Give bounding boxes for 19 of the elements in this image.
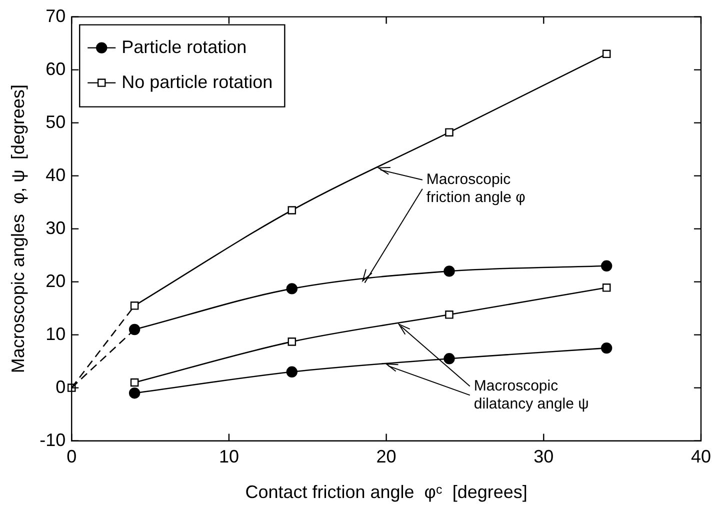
x-tick-label: 20 bbox=[376, 446, 396, 467]
y-tick-label: -10 bbox=[40, 430, 66, 450]
y-tick-label: 10 bbox=[46, 324, 66, 344]
y-tick-label: 60 bbox=[46, 58, 66, 79]
legend-label: No particle rotation bbox=[122, 72, 273, 92]
legend-label: Particle rotation bbox=[122, 36, 247, 57]
y-tick-label: 50 bbox=[46, 112, 66, 132]
annotation: Macroscopic friction angle φ bbox=[426, 170, 526, 206]
y-tick-label: 40 bbox=[46, 164, 66, 185]
x-axis-title: Contact friction angle φᶜ [degrees] bbox=[245, 482, 528, 502]
x-tick-label: 10 bbox=[218, 446, 239, 467]
x-tick-label: 40 bbox=[690, 446, 712, 467]
y-tick-label: 70 bbox=[46, 6, 66, 26]
y-tick-label: 20 bbox=[46, 270, 66, 291]
y-axis-title: Macroscopic angles φ, ψ [degrees] bbox=[8, 84, 28, 374]
x-tick-label: 30 bbox=[534, 446, 554, 467]
y-tick-label: 30 bbox=[46, 218, 66, 238]
annotation: Macroscopic dilatancy angle ψ bbox=[474, 377, 589, 412]
y-tick-label: 0 bbox=[56, 376, 66, 397]
